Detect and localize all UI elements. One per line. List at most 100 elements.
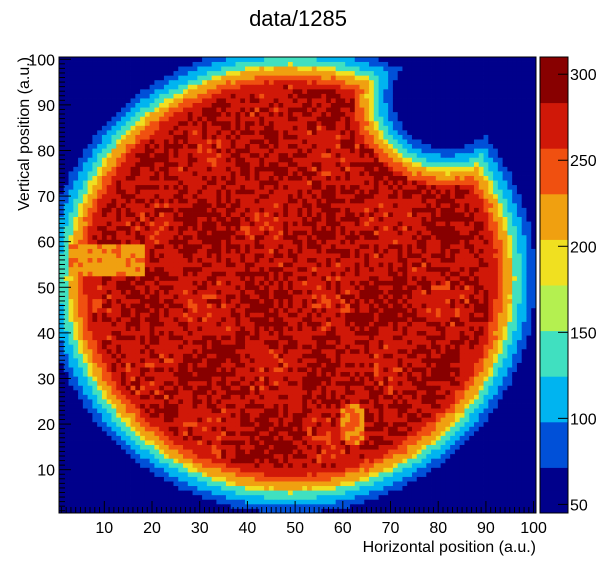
heatmap-cell xyxy=(397,417,403,423)
heatmap-cell xyxy=(240,467,246,473)
heatmap-cell xyxy=(435,399,441,404)
heatmap-cell xyxy=(63,408,69,414)
heatmap-cell xyxy=(173,348,179,354)
heatmap-cell xyxy=(464,499,470,505)
heatmap-cell xyxy=(82,458,89,464)
heatmap-cell xyxy=(431,476,437,482)
heatmap-cell xyxy=(183,471,189,477)
heatmap-cell xyxy=(183,303,189,309)
heatmap-cell xyxy=(507,389,513,395)
heatmap-cell xyxy=(121,353,127,359)
heatmap-cell xyxy=(397,385,403,391)
heatmap-cell xyxy=(264,449,270,455)
heatmap-cell xyxy=(326,412,332,418)
heatmap-cell xyxy=(521,357,527,363)
heatmap-cell xyxy=(87,330,93,336)
heatmap-cell xyxy=(397,462,403,468)
heatmap-cell xyxy=(63,335,69,341)
heatmap-cell xyxy=(73,298,79,304)
heatmap-cell xyxy=(254,458,260,464)
heatmap-cell xyxy=(192,503,198,509)
heatmap-cell xyxy=(354,421,360,427)
heatmap-cell xyxy=(101,449,108,455)
heatmap-cell xyxy=(135,307,141,313)
heatmap-cell xyxy=(526,430,532,436)
heatmap-cell xyxy=(378,289,384,295)
heatmap-cell xyxy=(359,490,365,496)
heatmap-cell xyxy=(502,348,508,354)
heatmap-cell xyxy=(349,353,356,359)
heatmap-cell xyxy=(307,494,313,500)
heatmap-cell xyxy=(392,476,399,482)
heatmap-cell xyxy=(101,494,108,500)
heatmap-cell xyxy=(297,298,303,304)
heatmap-cell xyxy=(473,476,480,482)
heatmap-cell xyxy=(473,385,480,391)
heatmap-cell xyxy=(197,357,203,363)
heatmap-cell xyxy=(116,449,122,455)
heatmap-cell xyxy=(173,453,179,459)
heatmap-cell xyxy=(197,421,203,427)
heatmap-cell xyxy=(159,467,165,473)
heatmap-cell xyxy=(183,316,189,322)
heatmap-cell xyxy=(230,462,236,468)
heatmap-cell xyxy=(235,385,241,391)
heatmap-cell xyxy=(178,421,184,427)
heatmap-cell xyxy=(464,485,470,491)
heatmap-cell xyxy=(221,435,227,441)
heatmap-cell xyxy=(225,357,232,363)
heatmap-cell xyxy=(159,499,165,505)
heatmap-cell xyxy=(159,362,165,368)
heatmap-cell xyxy=(373,380,379,386)
heatmap-cell xyxy=(159,449,165,455)
heatmap-cell xyxy=(493,312,499,318)
heatmap-cell xyxy=(259,344,265,350)
heatmap-cell xyxy=(206,285,213,290)
heatmap-cell xyxy=(168,458,174,464)
heatmap-cell xyxy=(278,499,284,505)
heatmap-cell xyxy=(373,394,379,400)
heatmap-cell xyxy=(459,444,465,450)
heatmap-cell xyxy=(121,412,127,418)
heatmap-cell xyxy=(192,298,198,304)
heatmap-cell xyxy=(292,294,298,300)
heatmap-cell xyxy=(87,490,93,496)
heatmap-cell xyxy=(359,494,365,500)
heatmap-cell xyxy=(206,435,213,441)
heatmap-cell xyxy=(68,458,74,464)
heatmap-cell xyxy=(421,307,427,313)
heatmap-cell xyxy=(140,412,146,418)
heatmap-cell xyxy=(421,344,427,350)
heatmap-cell xyxy=(121,494,127,500)
heatmap-cell xyxy=(287,367,294,373)
heatmap-cell xyxy=(416,344,422,350)
heatmap-cell xyxy=(221,294,227,300)
heatmap-cell xyxy=(431,316,437,322)
heatmap-cell xyxy=(259,444,265,450)
heatmap-cell xyxy=(330,285,337,290)
heatmap-cell xyxy=(273,357,279,363)
heatmap-cell xyxy=(521,467,527,473)
heatmap-cell xyxy=(345,385,351,391)
heatmap-cell xyxy=(187,408,193,414)
heatmap-cell xyxy=(407,394,413,400)
heatmap-cell xyxy=(149,380,155,386)
heatmap-cell xyxy=(378,380,384,386)
heatmap-cell xyxy=(316,394,322,400)
heatmap-cell xyxy=(407,408,413,414)
heatmap-cell xyxy=(92,440,98,445)
heatmap-cell xyxy=(121,389,127,395)
heatmap-cell xyxy=(163,394,170,400)
heatmap-cell xyxy=(273,485,279,491)
heatmap-cell xyxy=(421,357,427,363)
heatmap-cell xyxy=(192,412,198,418)
heatmap-cell xyxy=(473,326,480,331)
heatmap-cell xyxy=(502,285,508,290)
heatmap-cell xyxy=(144,303,151,309)
heatmap-cell xyxy=(531,289,537,295)
heatmap-cell xyxy=(435,481,441,487)
heatmap-cell xyxy=(478,321,484,327)
heatmap-cell xyxy=(421,394,427,400)
heatmap-cell xyxy=(516,321,523,327)
heatmap-cell xyxy=(483,344,489,350)
